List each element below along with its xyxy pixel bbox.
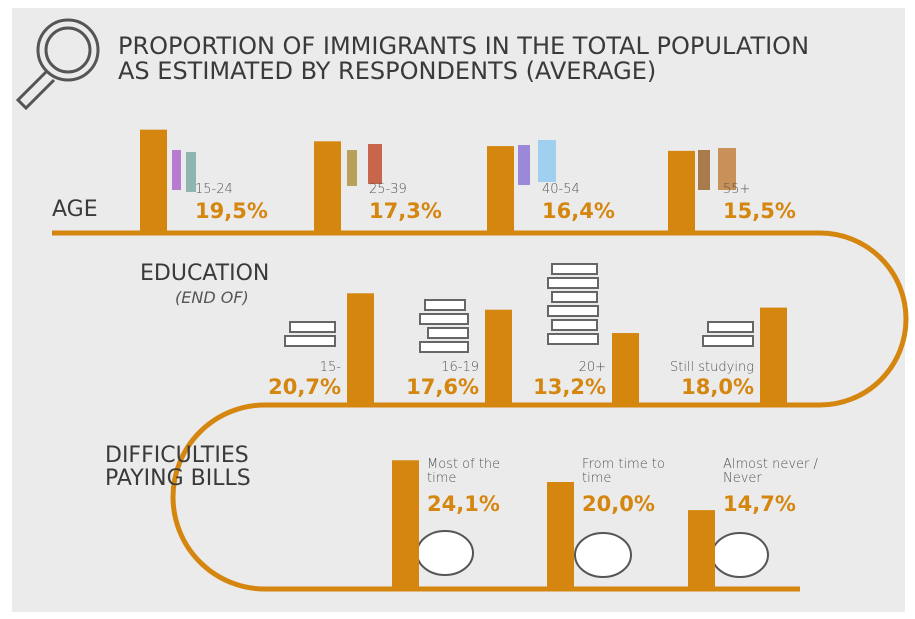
bar — [668, 151, 695, 233]
page-title: PROPORTION OF IMMIGRANTS IN THE TOTAL PO… — [118, 34, 838, 84]
category-label: From time to time — [582, 458, 677, 485]
bar — [392, 460, 419, 588]
value-label: 13,2% — [533, 376, 606, 398]
bar — [485, 310, 512, 403]
bar — [760, 308, 787, 403]
category-label: 16-19 — [441, 361, 479, 375]
value-label: 19,5% — [195, 200, 268, 222]
bar — [347, 293, 374, 403]
bar — [487, 146, 514, 233]
value-label: 20,0% — [582, 493, 655, 515]
chart-title: AGE — [52, 198, 98, 221]
infographic: PROPORTION OF IMMIGRANTS IN THE TOTAL PO… — [0, 0, 915, 619]
value-label: 15,5% — [723, 200, 796, 222]
category-label: Still studying — [670, 361, 754, 375]
value-label: 14,7% — [723, 493, 796, 515]
category-label: 15-24 — [195, 183, 233, 197]
chart-title: EDUCATION — [140, 262, 269, 285]
value-label: 17,3% — [369, 200, 442, 222]
category-label: 15- — [320, 361, 341, 375]
chart-subtitle: (END OF) — [175, 290, 249, 307]
category-label: Almost never / Never — [723, 458, 818, 485]
category-label: 25-39 — [369, 183, 407, 197]
value-label: 24,1% — [427, 493, 500, 515]
bar — [140, 130, 167, 233]
category-label: 55+ — [723, 183, 750, 197]
category-label: 40-54 — [542, 183, 580, 197]
category-label: Most of the time — [427, 458, 522, 485]
value-label: 17,6% — [406, 376, 479, 398]
bar — [612, 333, 639, 403]
bar — [547, 482, 574, 588]
chart-title: DIFFICULTIES PAYING BILLS — [105, 444, 305, 490]
value-label: 16,4% — [542, 200, 615, 222]
bar — [314, 141, 341, 233]
canvas — [0, 0, 915, 619]
category-label: 20+ — [579, 361, 606, 375]
value-label: 18,0% — [681, 376, 754, 398]
bar — [688, 510, 715, 588]
value-label: 20,7% — [268, 376, 341, 398]
